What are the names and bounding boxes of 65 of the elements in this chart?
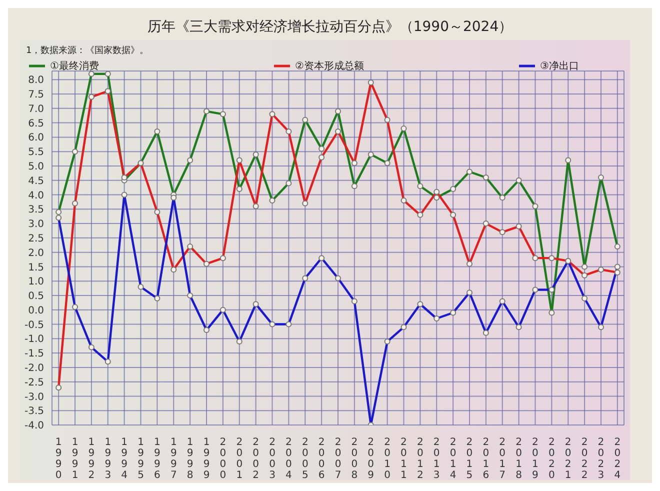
y-tick-label: 2.5 [28, 233, 44, 244]
y-tick-label: 5.5 [28, 147, 44, 158]
y-tick-label: -0.5 [24, 320, 44, 331]
x-tick-label: 1993 [104, 437, 112, 481]
y-tick-label: 7.0 [28, 104, 44, 115]
y-tick-label: -3.0 [24, 392, 44, 403]
y-tick-label: 0.0 [28, 305, 44, 316]
x-tick-label: 2024 [614, 437, 621, 481]
x-tick-label: 2001 [236, 437, 243, 481]
x-tick-label: 2012 [416, 437, 424, 481]
x-tick-label: 2022 [581, 437, 588, 481]
y-tick-label: 0.5 [28, 291, 44, 302]
x-tick-label: 1992 [88, 437, 95, 481]
legend-label: ③净出口 [539, 60, 579, 73]
y-tick-label: 1.5 [28, 262, 44, 274]
y-tick-label: 3.0 [28, 219, 44, 230]
x-tick-label: 2021 [564, 437, 572, 481]
x-tick-label: 2009 [368, 437, 374, 481]
x-tick-label: 1990 [55, 437, 62, 481]
x-tick-label: 2011 [400, 437, 407, 481]
x-tick-label: 2013 [433, 437, 440, 481]
y-tick-label: -1.5 [24, 348, 44, 360]
x-tick-label: 2017 [499, 437, 506, 481]
x-tick-label: 1995 [138, 437, 144, 481]
x-tick-label: 1997 [170, 437, 177, 481]
x-tick-label: 1998 [186, 437, 194, 481]
y-tick-label: 8.0 [28, 75, 44, 86]
x-tick-label: 2000 [220, 437, 226, 481]
chart-title: 历年《三大需求对经济增长拉动百分点》（1990～2024） [146, 18, 514, 36]
legend-label: ②资本形成总额 [294, 60, 364, 73]
y-tick-label: 2.0 [28, 248, 44, 259]
x-tick-label: 1994 [121, 437, 128, 481]
x-tick-label: 2020 [548, 437, 555, 481]
x-tick-label: 2005 [302, 437, 308, 481]
y-tick-label: -3.5 [24, 406, 44, 418]
x-tick-label: 2015 [466, 437, 473, 481]
x-tick-label: 2010 [384, 437, 390, 481]
x-tick-label: 2008 [351, 437, 358, 481]
y-tick-label: -2.0 [24, 362, 44, 374]
y-tick-label: -4.0 [24, 420, 44, 432]
y-tick-label: -2.5 [24, 377, 44, 388]
x-tick-label: 2003 [269, 437, 276, 481]
x-tick-label: 2014 [450, 437, 456, 481]
x-tick-label: 2006 [318, 437, 325, 481]
y-tick-label: 6.5 [28, 118, 44, 130]
y-tick-label: 4.0 [28, 190, 44, 202]
x-tick-label: 2016 [482, 437, 490, 481]
x-tick-label: 2004 [286, 437, 292, 481]
x-tick-label: 2019 [532, 437, 538, 481]
x-tick-label: 2002 [252, 437, 260, 481]
y-tick-label: 7.5 [28, 90, 44, 101]
text: 1，数据来源：《国家数据》。 [26, 44, 149, 57]
y-tick-label: 1.0 [28, 276, 44, 288]
x-tick-label: 2023 [598, 437, 604, 481]
y-tick-label: 6.0 [28, 132, 44, 144]
x-tick-label: 1996 [154, 437, 160, 481]
x-tick-label: 2007 [334, 437, 342, 481]
x-tick-label: 1991 [72, 437, 78, 481]
x-tick-label: 2018 [516, 437, 522, 481]
y-tick-label: 3.5 [28, 204, 44, 216]
legend-label: ①最终消费 [49, 60, 99, 73]
y-tick-label: 4.5 [28, 176, 44, 187]
y-tick-label: -1.0 [24, 334, 44, 346]
y-tick-label: 5.0 [28, 162, 44, 173]
x-tick-label: 1999 [203, 437, 210, 481]
